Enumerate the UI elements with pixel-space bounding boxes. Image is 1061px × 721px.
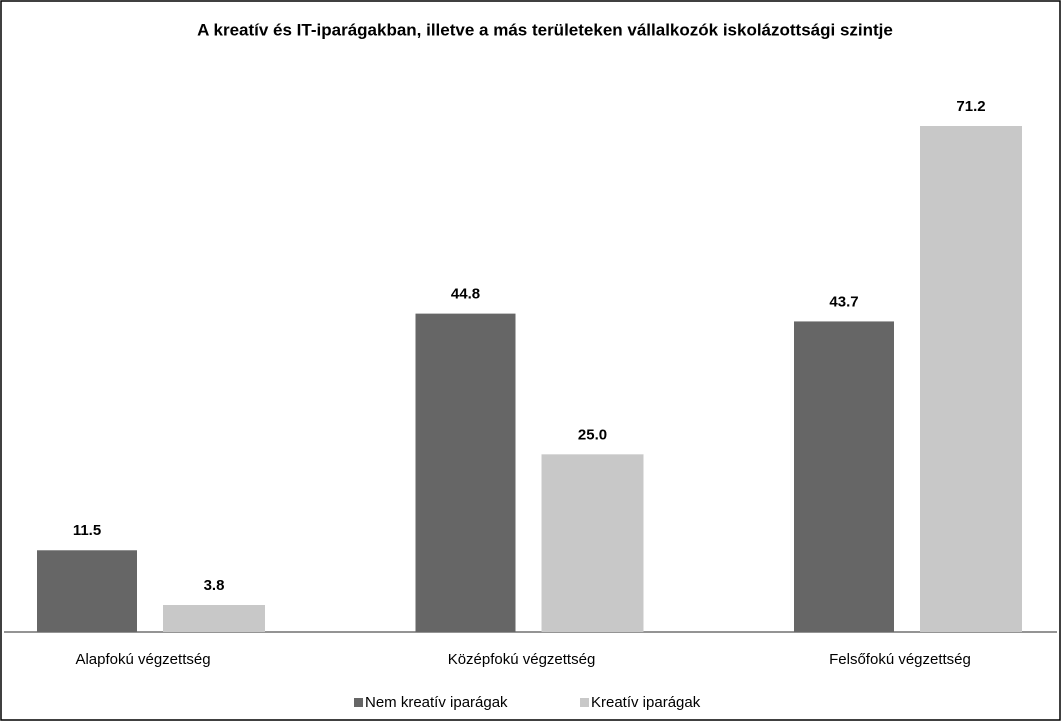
legend-swatch [354,698,363,707]
data-label: 11.5 [73,522,101,539]
legend-label: Kreatív iparágak [591,694,701,711]
legend-swatch [580,698,589,707]
data-label: 25.0 [578,426,607,443]
data-label: 3.8 [204,577,225,594]
bar [37,550,137,632]
data-label: 71.2 [956,98,985,115]
legend-label: Nem kreatív iparágak [365,694,508,711]
x-tick-label: Felsőfokú végzettség [829,651,971,668]
bar [163,604,265,632]
data-label: 43.7 [829,293,858,310]
x-tick-label: Alapfokú végzettség [75,651,210,668]
bar [415,313,516,632]
x-tick-label: Középfokú végzettség [448,651,596,668]
data-label: 44.8 [451,286,480,303]
chart-title: A kreatív és IT-iparágakban, illetve a m… [197,20,893,39]
bar [541,454,644,632]
bar [920,126,1022,632]
bar [794,321,894,632]
